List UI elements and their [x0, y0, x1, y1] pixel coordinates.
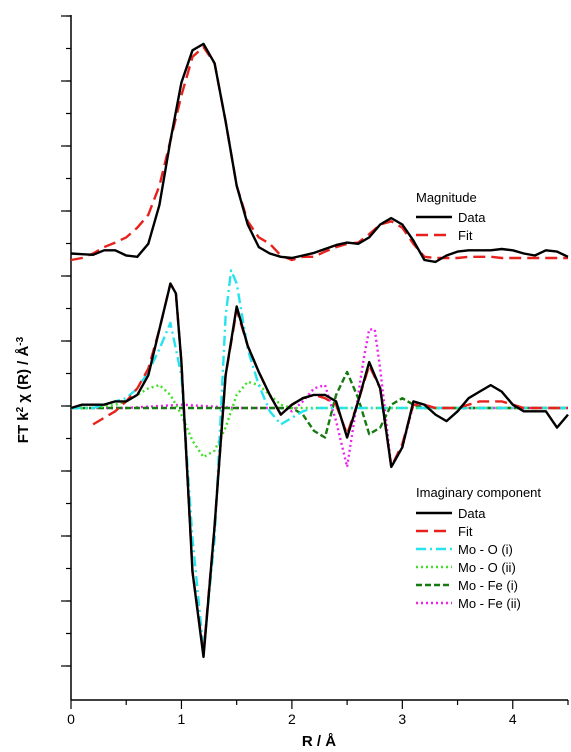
y-title-sup: 2 [15, 406, 26, 412]
imaginary-series-mo-o-i [71, 269, 568, 652]
legend-magnitude-title: Magnitude [416, 190, 477, 205]
x-axis-title: R / Å [302, 733, 336, 750]
magnitude-series-fit [70, 45, 568, 262]
y-title-main: FT k [15, 412, 32, 443]
magnitude-legend-label: Fit [458, 228, 473, 243]
x-tick-label: 3 [398, 711, 406, 727]
legend-magnitude: Magnitude Data Fit [416, 190, 486, 243]
magnitude-legend-label: Data [458, 210, 486, 225]
x-tick-label: 4 [509, 711, 517, 727]
y-axis-title: FT k2 χ (R) / Å-3 [15, 336, 33, 443]
y-axis [61, 15, 72, 700]
imaginary-legend-label: Mo - Fe (i) [458, 578, 518, 593]
x-tick-label: 2 [288, 711, 296, 727]
magnitude-series-data [70, 42, 569, 264]
imaginary-series-mo-fe-i [71, 370, 568, 439]
legend-imaginary-title: Imaginary component [416, 485, 541, 500]
legend-imaginary: Imaginary component Data Fit Mo - O (i) Mo … [416, 485, 541, 611]
x-axis: 0 1 2 3 4 [67, 699, 569, 727]
x-tick-label: 1 [178, 711, 186, 727]
imaginary-legend-label: Data [458, 506, 486, 521]
x-tick-label: 0 [67, 711, 75, 727]
imaginary-legend-label: Mo - O (ii) [458, 560, 516, 575]
imaginary-series-data [70, 282, 569, 659]
imaginary-legend-label: Mo - Fe (ii) [458, 596, 521, 611]
imaginary-series-mo-o-ii [71, 380, 568, 459]
y-title-rest: χ (R) / Å [15, 346, 32, 407]
y-title-sup2: -3 [15, 336, 26, 345]
imaginary-series-mo-fe-ii [71, 328, 568, 469]
series-layer [70, 42, 569, 659]
imaginary-legend-label: Mo - O (i) [458, 542, 513, 557]
imaginary-legend-label: Fit [458, 524, 473, 539]
